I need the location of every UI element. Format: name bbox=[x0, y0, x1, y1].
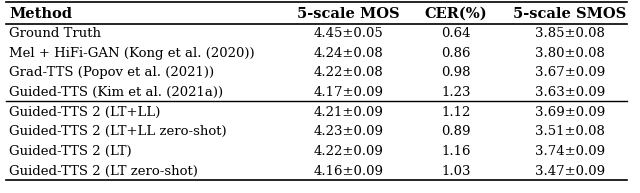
Text: 3.51±0.08: 3.51±0.08 bbox=[535, 125, 605, 138]
Text: Mel + HiFi-GAN (Kong et al. (2020)): Mel + HiFi-GAN (Kong et al. (2020)) bbox=[10, 47, 255, 60]
Text: Guided-TTS 2 (LT): Guided-TTS 2 (LT) bbox=[10, 145, 132, 158]
Text: Grad-TTS (Popov et al. (2021)): Grad-TTS (Popov et al. (2021)) bbox=[10, 66, 214, 79]
Text: 4.45±0.05: 4.45±0.05 bbox=[313, 27, 383, 40]
Text: CER(%): CER(%) bbox=[424, 7, 487, 21]
Text: Guided-TTS 2 (LT+LL zero-shot): Guided-TTS 2 (LT+LL zero-shot) bbox=[10, 125, 227, 138]
Text: 4.17±0.09: 4.17±0.09 bbox=[313, 86, 383, 99]
Text: 4.21±0.09: 4.21±0.09 bbox=[313, 106, 383, 119]
Text: 3.74±0.09: 3.74±0.09 bbox=[534, 145, 605, 158]
Text: 3.80±0.08: 3.80±0.08 bbox=[535, 47, 605, 60]
Text: 3.69±0.09: 3.69±0.09 bbox=[534, 106, 605, 119]
Text: 0.89: 0.89 bbox=[441, 125, 470, 138]
Text: 3.67±0.09: 3.67±0.09 bbox=[534, 66, 605, 79]
Text: 4.16±0.09: 4.16±0.09 bbox=[313, 165, 383, 178]
Text: 5-scale SMOS: 5-scale SMOS bbox=[513, 7, 627, 21]
Text: 0.98: 0.98 bbox=[441, 66, 470, 79]
Text: 4.23±0.09: 4.23±0.09 bbox=[313, 125, 383, 138]
Text: Guided-TTS 2 (LT+LL): Guided-TTS 2 (LT+LL) bbox=[10, 106, 161, 119]
Text: 1.23: 1.23 bbox=[441, 86, 470, 99]
Text: 3.85±0.08: 3.85±0.08 bbox=[535, 27, 605, 40]
Text: 1.03: 1.03 bbox=[441, 165, 470, 178]
Text: Ground Truth: Ground Truth bbox=[10, 27, 102, 40]
Text: 3.63±0.09: 3.63±0.09 bbox=[534, 86, 605, 99]
Text: 4.22±0.08: 4.22±0.08 bbox=[313, 66, 383, 79]
Text: 0.86: 0.86 bbox=[441, 47, 470, 60]
Text: Method: Method bbox=[10, 7, 72, 21]
Text: Guided-TTS (Kim et al. (2021a)): Guided-TTS (Kim et al. (2021a)) bbox=[10, 86, 223, 99]
Text: 3.47±0.09: 3.47±0.09 bbox=[534, 165, 605, 178]
Text: 5-scale MOS: 5-scale MOS bbox=[297, 7, 399, 21]
Text: 4.22±0.09: 4.22±0.09 bbox=[313, 145, 383, 158]
Text: 1.16: 1.16 bbox=[441, 145, 470, 158]
Text: 1.12: 1.12 bbox=[441, 106, 470, 119]
Text: Guided-TTS 2 (LT zero-shot): Guided-TTS 2 (LT zero-shot) bbox=[10, 165, 198, 178]
Text: 0.64: 0.64 bbox=[441, 27, 470, 40]
Text: 4.24±0.08: 4.24±0.08 bbox=[313, 47, 383, 60]
